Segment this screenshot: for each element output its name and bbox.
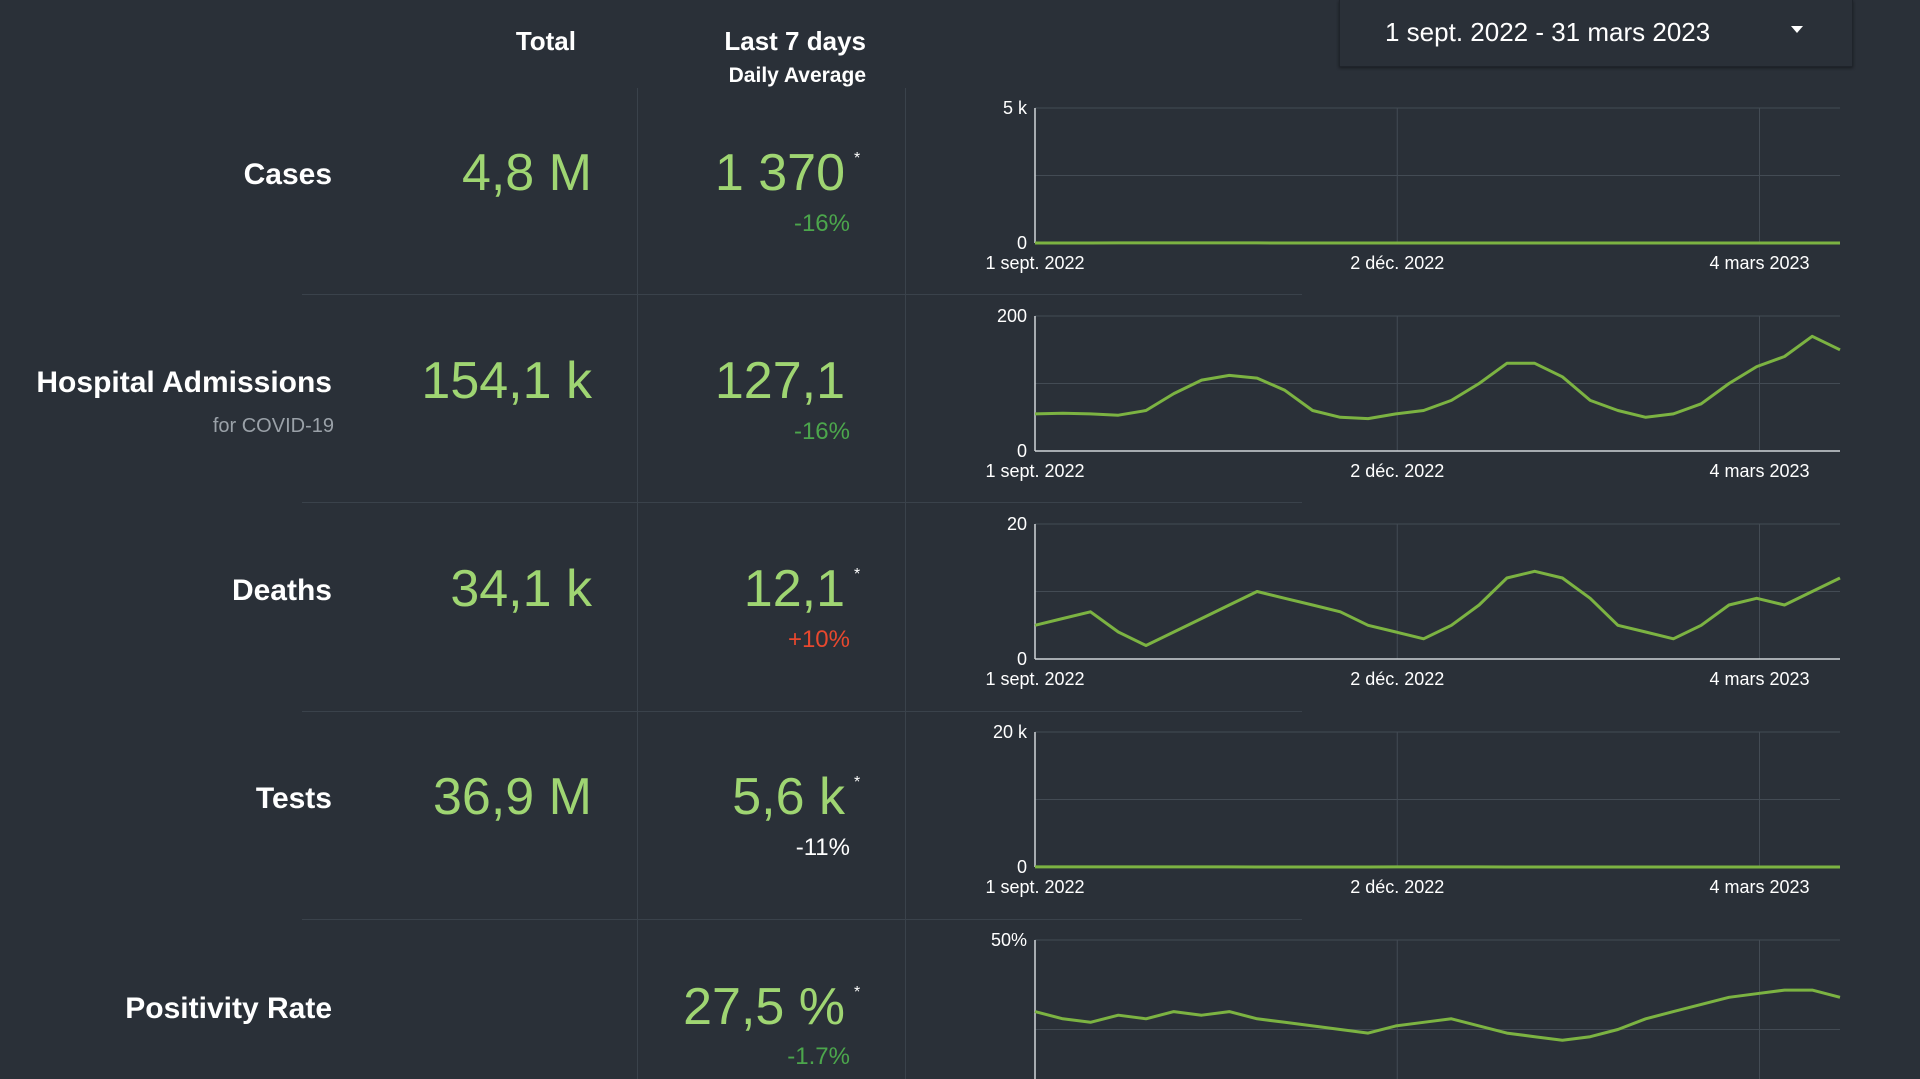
tests-sparkline-chart: 0 20 k 1 sept. 2022 2 déc. 2022 4 mars 2023 (985, 722, 1840, 897)
column-divider-1 (637, 88, 638, 1079)
x-tick-label: 2 déc. 2022 (1350, 461, 1444, 481)
tests-footnote-star: * (854, 774, 861, 791)
positivity-rate-sparkline-chart: 50% (991, 930, 1841, 1079)
cases-footnote-star: * (854, 150, 861, 167)
row-divider-4 (302, 919, 1302, 920)
total-column-header: Total (515, 26, 576, 56)
row-label-cases: Cases (243, 158, 332, 191)
positivity-rate-change: -1.7% (787, 1043, 850, 1070)
tests-change: -11% (795, 834, 850, 861)
y-tick-label: 200 (997, 306, 1027, 326)
y-tick-label: 0 (1017, 233, 1027, 253)
deaths-footnote-star: * (854, 566, 861, 583)
x-tick-label: 1 sept. 2022 (985, 461, 1084, 481)
tests-daily-average: 5,6 k (732, 768, 845, 826)
deaths-daily-average: 12,1 (743, 560, 845, 618)
last7days-column-header: Last 7 days (724, 26, 866, 56)
deaths-total: 34,1 k (450, 560, 592, 618)
row-label-tests: Tests (255, 782, 332, 815)
y-tick-label: 0 (1017, 857, 1027, 877)
hospital-admissions-total: 154,1 k (421, 352, 592, 410)
series-line (1034, 334, 1841, 421)
x-tick-label: 1 sept. 2022 (985, 877, 1084, 897)
x-tick-label: 2 déc. 2022 (1350, 253, 1444, 273)
x-tick-label: 2 déc. 2022 (1350, 669, 1444, 689)
row-divider-2 (302, 502, 1302, 503)
x-tick-label: 4 mars 2023 (1709, 669, 1809, 689)
row-label-deaths: Deaths (231, 574, 332, 607)
tests-total: 36,9 M (433, 768, 592, 826)
row-label-positivity-rate: Positivity Rate (125, 992, 332, 1025)
y-tick-label: 0 (1017, 649, 1027, 669)
column-divider-2 (905, 88, 906, 1079)
row-divider-1 (302, 294, 1302, 295)
deaths-sparkline-chart: 0 20 1 sept. 2022 2 déc. 2022 4 mars 2023 (985, 514, 1841, 689)
positivity-rate-footnote-star: * (854, 984, 861, 1001)
x-tick-label: 4 mars 2023 (1709, 877, 1809, 897)
x-tick-label: 4 mars 2023 (1709, 461, 1809, 481)
positivity-rate-daily-average: 27,5 % (683, 978, 845, 1036)
date-range-picker[interactable]: 1 sept. 2022 - 31 mars 2023 (1339, 0, 1853, 67)
cases-total: 4,8 M (461, 144, 592, 202)
row-divider-3 (302, 711, 1302, 712)
caret-down-icon (1791, 26, 1803, 33)
hospital-admissions-change: -16% (793, 418, 850, 445)
row-label-hospital-admissions: Hospital Admissions (36, 366, 332, 399)
deaths-change: +10% (787, 626, 850, 653)
cases-sparkline-chart: 0 5 k 1 sept. 2022 2 déc. 2022 4 mars 2023 (985, 98, 1840, 273)
series-line (1034, 569, 1841, 647)
y-tick-label: 50% (991, 930, 1027, 950)
cases-daily-average: 1 370 (714, 144, 845, 202)
hospital-admissions-sparkline-chart: 0 200 1 sept. 2022 2 déc. 2022 4 mars 2023 (985, 306, 1841, 481)
cases-change: -16% (793, 210, 850, 237)
y-tick-label: 20 k (993, 722, 1028, 742)
x-tick-label: 2 déc. 2022 (1350, 877, 1444, 897)
x-tick-label: 1 sept. 2022 (985, 253, 1084, 273)
y-tick-label: 5 k (1003, 98, 1028, 118)
series-line (1034, 988, 1841, 1042)
daily-average-subheader: Daily Average (728, 64, 866, 87)
x-tick-label: 1 sept. 2022 (985, 669, 1084, 689)
date-range-value: 1 sept. 2022 - 31 mars 2023 (1385, 17, 1711, 47)
x-tick-label: 4 mars 2023 (1709, 253, 1809, 273)
hospital-admissions-sublabel: for COVID-19 (212, 415, 334, 437)
y-tick-label: 20 (1007, 514, 1027, 534)
y-tick-label: 0 (1017, 441, 1027, 461)
hospital-admissions-daily-average: 127,1 (714, 352, 845, 410)
